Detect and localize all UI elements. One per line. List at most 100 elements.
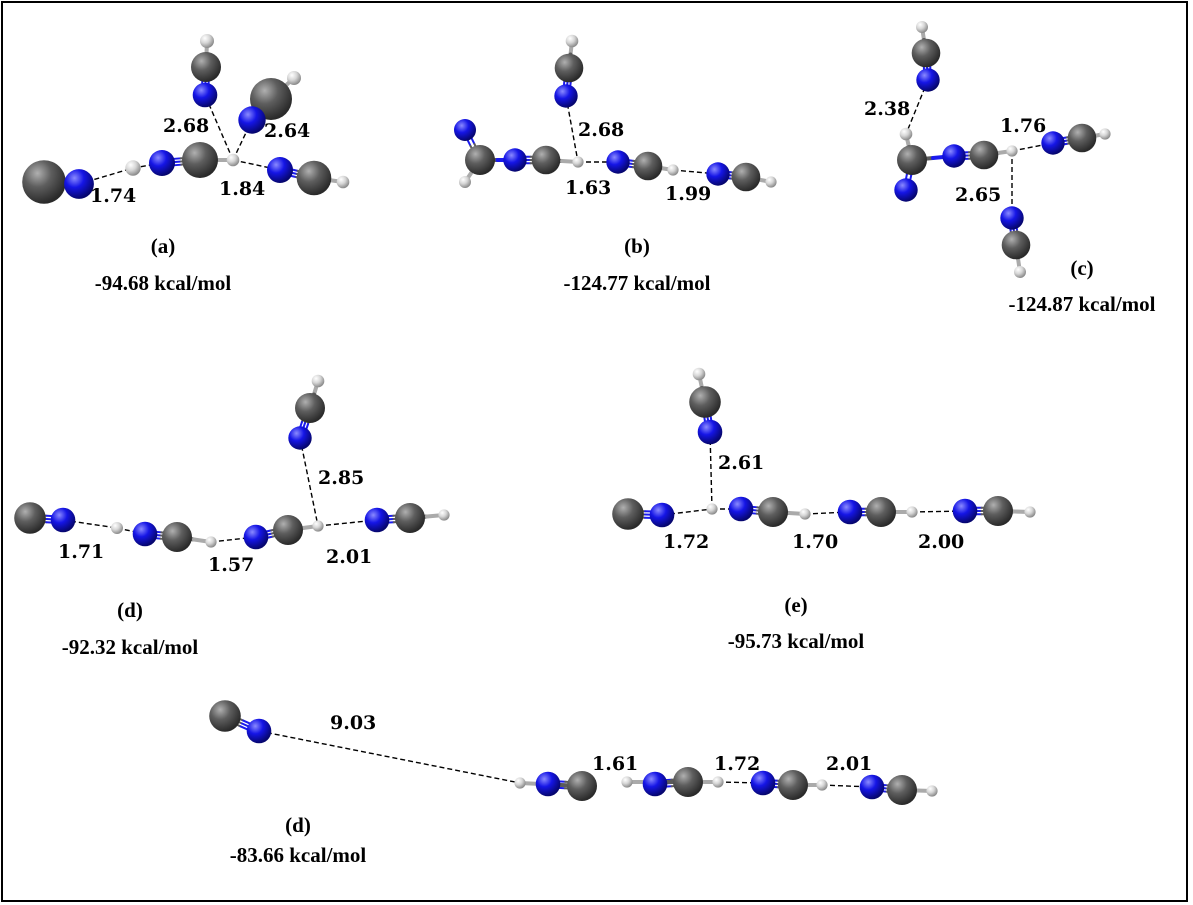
binding-energy: -92.32 kcal/mol	[62, 635, 199, 659]
nitrogen-atom	[649, 502, 675, 528]
distance-label: 1.76	[1000, 115, 1046, 137]
carbon-atom	[554, 53, 584, 83]
hydrogen-atom	[200, 34, 214, 48]
nitrogen-atom	[728, 496, 754, 522]
nitrogen-atom	[454, 119, 476, 141]
hydrogen-atom	[621, 776, 633, 788]
distance-label: 2.61	[718, 452, 764, 474]
carbon-atom	[567, 771, 597, 801]
hydrogen-atom	[572, 156, 584, 168]
nitrogen-atom	[192, 82, 218, 108]
carbon-atom	[182, 142, 218, 178]
carbon-atom	[778, 770, 808, 800]
binding-energy: -124.87 kcal/mol	[1009, 292, 1156, 316]
carbon-atom	[758, 497, 788, 527]
carbon-atom	[887, 775, 917, 805]
carbon-atom	[273, 515, 303, 545]
atoms	[14, 21, 1111, 805]
covalent-bonds	[28, 25, 1107, 795]
distance-label: 1.71	[58, 541, 104, 563]
distance-label: 1.70	[792, 531, 838, 553]
distance-label: 2.85	[318, 467, 364, 489]
hydrogen-atom	[816, 779, 828, 791]
carbon-atom	[191, 52, 221, 82]
nitrogen-atom	[149, 150, 175, 176]
nitrogen-atom	[837, 499, 863, 525]
nitrogen-atom	[50, 507, 76, 533]
hydrogen-atom	[916, 21, 928, 33]
distance-label: 1.72	[663, 531, 709, 553]
nitrogen-atom	[1041, 131, 1065, 155]
hydrogen-atom	[926, 785, 938, 797]
hydrogen-bond-line	[709, 431, 713, 510]
distance-label: 2.65	[955, 184, 1001, 206]
carbon-atom	[689, 386, 721, 418]
captions: (a) -94.68 kcal/mol (b) -124.77 kcal/mol…	[62, 234, 1156, 867]
hydrogen-atom	[565, 34, 579, 48]
nitrogen-atom	[267, 157, 293, 183]
distance-label: 1.63	[565, 177, 611, 199]
nitrogen-atom	[642, 771, 668, 797]
hydrogen-atom	[514, 777, 526, 789]
hydrogen-atom	[692, 367, 706, 381]
carbon-atom	[612, 498, 644, 530]
distance-label: 2.68	[163, 115, 209, 137]
distance-label: 1.74	[90, 185, 136, 207]
hydrogen-atom	[906, 506, 918, 518]
structure-caption: (e)	[784, 593, 807, 617]
distance-label: 2.00	[918, 531, 964, 553]
carbon-atom	[22, 160, 66, 204]
carbon-atom	[1001, 230, 1031, 260]
nitrogen-atom	[859, 774, 885, 800]
binding-energy: -83.66 kcal/mol	[230, 843, 367, 867]
nitrogen-atom	[246, 718, 272, 744]
hydrogen-bond-line	[258, 730, 521, 784]
hydrogen-atom	[459, 176, 471, 188]
hydrogen-atom	[125, 160, 141, 176]
hydrogen-atom	[1006, 145, 1018, 157]
structure-caption: (d)	[117, 598, 143, 622]
nitrogen-atom	[132, 521, 158, 547]
hydrogen-atom	[712, 776, 724, 788]
structure-caption: (a)	[151, 234, 176, 258]
distance-label: 2.01	[826, 753, 872, 775]
carbon-atom	[14, 502, 46, 534]
distance-label: 2.38	[864, 98, 910, 120]
hydrogen-atom	[111, 522, 123, 534]
hydrogen-atom	[899, 127, 913, 141]
nitrogen-atom	[606, 150, 630, 174]
hydrogen-atom	[336, 175, 350, 189]
carbon-atom	[969, 140, 999, 170]
structure-caption: (d)	[285, 813, 311, 837]
nitrogen-atom	[503, 148, 527, 172]
structure-caption: (c)	[1070, 256, 1093, 280]
nitrogen-atom	[554, 84, 578, 108]
distance-label: 2.01	[326, 546, 372, 568]
structure-caption: (b)	[624, 234, 650, 258]
carbon-atom	[209, 700, 241, 732]
hydrogen-atom	[1099, 128, 1111, 140]
carbon-atom	[897, 145, 927, 175]
distance-labels: 1.74 1.84 2.68 2.64 2.68 1.63 1.99 2.38 …	[58, 98, 1046, 775]
binding-energy: -124.77 kcal/mol	[564, 271, 711, 295]
carbon-atom	[465, 145, 495, 175]
hydrogen-atom	[706, 503, 718, 515]
carbon-atom	[866, 497, 896, 527]
carbon-atom	[531, 145, 561, 175]
hydrogen-atom	[287, 71, 301, 85]
distance-label: 1.84	[219, 178, 265, 200]
nitrogen-atom	[1000, 206, 1024, 230]
hydrogen-atom	[205, 536, 217, 548]
distance-label: 2.64	[264, 120, 310, 142]
hydrogen-atom	[667, 164, 679, 176]
hydrogen-atom	[1014, 266, 1026, 278]
carbon-atom	[911, 38, 941, 68]
hydrogen-atom	[312, 520, 324, 532]
hydrogen-bond-line	[299, 437, 319, 527]
carbon-atom	[162, 522, 192, 552]
carbon-atom	[395, 503, 425, 533]
nitrogen-atom	[697, 419, 723, 445]
nitrogen-atom	[942, 144, 966, 168]
nitrogen-atom	[288, 426, 312, 450]
